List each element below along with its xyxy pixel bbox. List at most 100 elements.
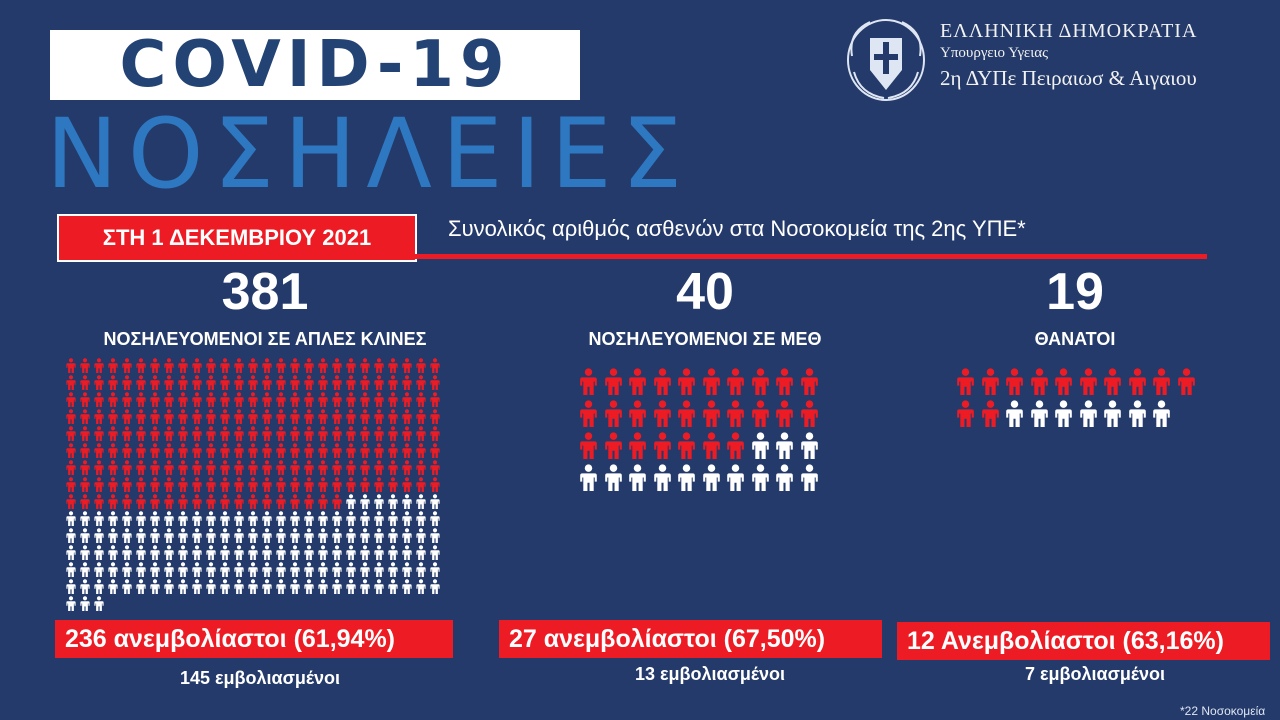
person-icon	[94, 426, 104, 441]
person-icon	[800, 432, 818, 459]
person-icon	[290, 392, 300, 407]
person-icon	[220, 494, 230, 509]
person-icon	[94, 579, 104, 594]
person-icon	[248, 409, 258, 424]
person-icon	[136, 528, 146, 543]
person-icon	[192, 460, 202, 475]
person-icon	[178, 460, 188, 475]
person-icon	[957, 368, 974, 395]
person-icon	[262, 494, 272, 509]
person-icon	[776, 464, 793, 491]
person-icon	[136, 579, 146, 594]
person-icon	[374, 409, 384, 424]
person-icon	[262, 562, 272, 577]
person-icon	[402, 358, 412, 373]
person-icon	[66, 477, 76, 492]
person-icon	[402, 409, 412, 424]
person-icon	[122, 545, 132, 560]
person-icon	[332, 511, 342, 526]
person-icon	[66, 494, 76, 509]
person-icon	[248, 358, 258, 373]
person-icon	[604, 400, 622, 427]
person-icon	[220, 528, 230, 543]
person-icon	[276, 579, 286, 594]
person-icon	[360, 409, 370, 424]
person-icon	[66, 392, 76, 407]
person-icon	[206, 426, 216, 441]
person-icon	[416, 477, 426, 492]
person-icon	[374, 511, 384, 526]
person-icon	[150, 392, 160, 407]
person-icon	[192, 426, 202, 441]
person-icon	[178, 528, 188, 543]
person-icon	[192, 392, 202, 407]
person-icon	[192, 562, 202, 577]
person-icon	[122, 494, 132, 509]
person-icon	[402, 562, 412, 577]
person-icon	[220, 375, 230, 390]
person-icon	[304, 460, 314, 475]
person-icon	[957, 400, 974, 427]
person-icon	[1006, 368, 1023, 395]
person-icon	[66, 409, 76, 424]
person-icon	[178, 358, 188, 373]
person-icon	[346, 579, 356, 594]
person-icon	[164, 511, 174, 526]
person-icon	[122, 477, 132, 492]
person-icon	[653, 400, 671, 427]
person-icon	[1055, 400, 1072, 427]
person-icon	[416, 443, 426, 458]
hospitalizations-heading: ΝΟΣΗΛΕΙΕΣ	[46, 98, 693, 210]
person-icon	[402, 375, 412, 390]
person-icon	[290, 409, 300, 424]
person-icon	[374, 494, 384, 509]
person-icon	[178, 562, 188, 577]
person-icon	[360, 460, 370, 475]
person-icon	[150, 358, 160, 373]
person-icon	[136, 392, 146, 407]
person-icon	[304, 409, 314, 424]
person-icon	[164, 358, 174, 373]
person-icon	[416, 426, 426, 441]
person-icon	[220, 545, 230, 560]
person-icon	[248, 460, 258, 475]
person-icon	[388, 545, 398, 560]
person-icon	[318, 392, 328, 407]
person-icon	[192, 409, 202, 424]
person-icon	[290, 375, 300, 390]
person-icon	[702, 400, 720, 427]
icu-vaccinated-count: 13 εμβολιασμένοι	[634, 664, 786, 684]
person-icon	[360, 358, 370, 373]
person-icon	[234, 545, 244, 560]
person-icon	[94, 375, 104, 390]
icu-unvaccinated-bar: 27 ανεμβολίαστοι (67,50%)	[499, 620, 882, 658]
person-icon	[360, 528, 370, 543]
person-icon	[80, 460, 90, 475]
person-icon	[304, 579, 314, 594]
person-icon	[402, 511, 412, 526]
person-icon	[150, 528, 160, 543]
person-icon	[430, 511, 440, 526]
person-icon	[122, 528, 132, 543]
person-icon	[164, 392, 174, 407]
person-icon	[276, 477, 286, 492]
person-icon	[346, 409, 356, 424]
person-icon	[164, 528, 174, 543]
person-icon	[678, 368, 695, 395]
person-icon	[248, 511, 258, 526]
person-icon	[304, 528, 314, 543]
person-icon	[374, 460, 384, 475]
person-icon	[234, 562, 244, 577]
person-icon	[150, 426, 160, 441]
person-icon	[80, 562, 90, 577]
person-icon	[136, 477, 146, 492]
person-icon	[150, 443, 160, 458]
person-icon	[430, 528, 440, 543]
person-icon	[248, 477, 258, 492]
person-icon	[66, 426, 76, 441]
person-icon	[332, 426, 342, 441]
person-icon	[80, 358, 90, 373]
person-icon	[234, 460, 244, 475]
person-icon	[136, 511, 146, 526]
person-icon	[136, 494, 146, 509]
